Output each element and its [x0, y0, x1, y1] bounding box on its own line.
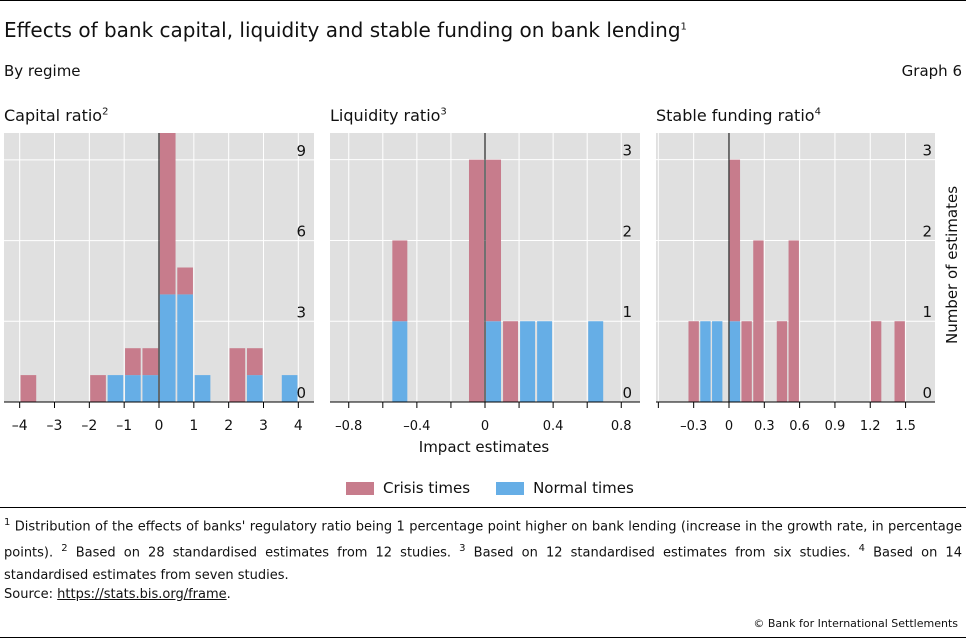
legend-label-normal: Normal times [533, 479, 634, 497]
x-tick-label: 0.4 [543, 419, 564, 434]
y-tick-label: 9 [296, 142, 306, 160]
x-tick-label: 3 [259, 418, 268, 434]
charts-canvas: –4 –3 –2 –1 0 1 2 3 4 0 3 6 9 –0.8 –0.4 0 0.4 0.8 0 1 2 3 –0.3… [4, 133, 961, 456]
top-rule [0, 0, 966, 1]
x-tick-label: –0.3 [680, 419, 707, 434]
bar-normal [107, 375, 124, 402]
x-tick-label: 0.3 [754, 419, 775, 434]
legend-label-crisis: Crisis times [383, 479, 471, 497]
bar-normal [177, 294, 193, 402]
x-tick-label: 0 [725, 419, 733, 434]
y-tick-label: 0 [296, 384, 306, 402]
bar-crisis [688, 321, 699, 402]
bar-normal [729, 321, 741, 402]
y-tick-label: 6 [296, 223, 306, 241]
graph-number: Graph 6 [901, 62, 962, 80]
y-tick-label: 2 [922, 222, 932, 240]
legend-swatch-normal [496, 481, 525, 495]
bar-crisis [486, 159, 502, 322]
panel-title-stable-funding: Stable funding ratio4 [656, 106, 821, 125]
x-tick-label: 0 [155, 418, 164, 434]
source-line: Source: https://stats.bis.org/frame. [4, 587, 231, 602]
bar-crisis [246, 348, 263, 376]
x-tick-label: –3 [47, 418, 63, 434]
bar-normal [281, 375, 298, 402]
bar-crisis [894, 321, 905, 402]
chart-subtitle: By regime [4, 62, 81, 80]
bar-normal [712, 321, 723, 402]
bar-normal [392, 321, 408, 402]
panel-title-capital: Capital ratio2 [4, 106, 109, 125]
bar-crisis [392, 240, 408, 322]
bar-normal [486, 321, 502, 402]
bar-crisis [741, 321, 752, 402]
y-axis-label: Number of estimates [943, 186, 961, 344]
x-tick-label: 2 [224, 418, 233, 434]
y-tick-label: 1 [622, 303, 632, 321]
x-tick-label: 0.9 [825, 419, 846, 434]
x-tick-label: 0.6 [789, 419, 810, 434]
y-tick-label: 2 [622, 222, 632, 240]
bar-crisis [788, 240, 799, 402]
copyright: © Bank for International Settlements [753, 617, 958, 630]
y-tick-label: 0 [922, 384, 932, 402]
bar-crisis [468, 159, 484, 402]
x-tick-label: –2 [81, 418, 97, 434]
notes-rule [0, 507, 966, 508]
bar-normal [142, 375, 159, 402]
x-tick-label: –4 [12, 418, 28, 434]
x-tick-label: 1 [189, 418, 198, 434]
x-tick-label: 0 [481, 419, 489, 434]
bar-normal [194, 375, 211, 402]
bar-crisis [20, 375, 37, 402]
panel-title-liquidity: Liquidity ratio3 [330, 106, 447, 125]
x-tick-label: 4 [294, 418, 303, 434]
bar-crisis [90, 375, 106, 402]
x-axis-label: Impact estimates [419, 438, 550, 456]
bar-crisis [159, 133, 176, 295]
legend-item-crisis: Crisis times [346, 479, 470, 497]
bar-normal [125, 375, 141, 402]
x-tick-label: –1 [116, 418, 132, 434]
x-tick-label: –0.4 [403, 419, 430, 434]
bar-crisis [776, 321, 788, 402]
x-tick-label: 0.8 [611, 419, 632, 434]
legend: Crisis times Normal times [346, 479, 660, 497]
bar-crisis [125, 348, 141, 376]
bar-normal [159, 294, 176, 402]
bar-normal [246, 375, 263, 402]
bar-crisis [729, 159, 741, 322]
y-tick-label: 3 [622, 142, 632, 160]
y-tick-label: 3 [922, 142, 932, 160]
bar-normal [700, 321, 711, 402]
footnotes: 1 Distribution of the effects of banks' … [4, 517, 962, 583]
bar-crisis [753, 240, 764, 402]
source-link[interactable]: https://stats.bis.org/frame [57, 587, 227, 602]
bar-crisis [870, 321, 882, 402]
bar-normal [520, 321, 536, 402]
y-tick-label: 1 [922, 303, 932, 321]
bar-crisis [503, 321, 519, 402]
legend-swatch-crisis [346, 481, 374, 495]
y-tick-label: 0 [622, 384, 632, 402]
bar-normal [537, 321, 553, 402]
bar-crisis [142, 348, 159, 376]
legend-item-normal: Normal times [496, 479, 634, 497]
chart-title: Effects of bank capital, liquidity and s… [4, 18, 687, 42]
x-tick-label: 1.2 [860, 419, 881, 434]
bar-normal [588, 321, 604, 402]
x-tick-label: –0.8 [335, 419, 362, 434]
bar-crisis [229, 348, 246, 402]
x-tick-label: 1.5 [895, 419, 916, 434]
bar-crisis [177, 267, 193, 295]
bottom-rule [0, 637, 966, 638]
y-tick-label: 3 [296, 303, 306, 321]
